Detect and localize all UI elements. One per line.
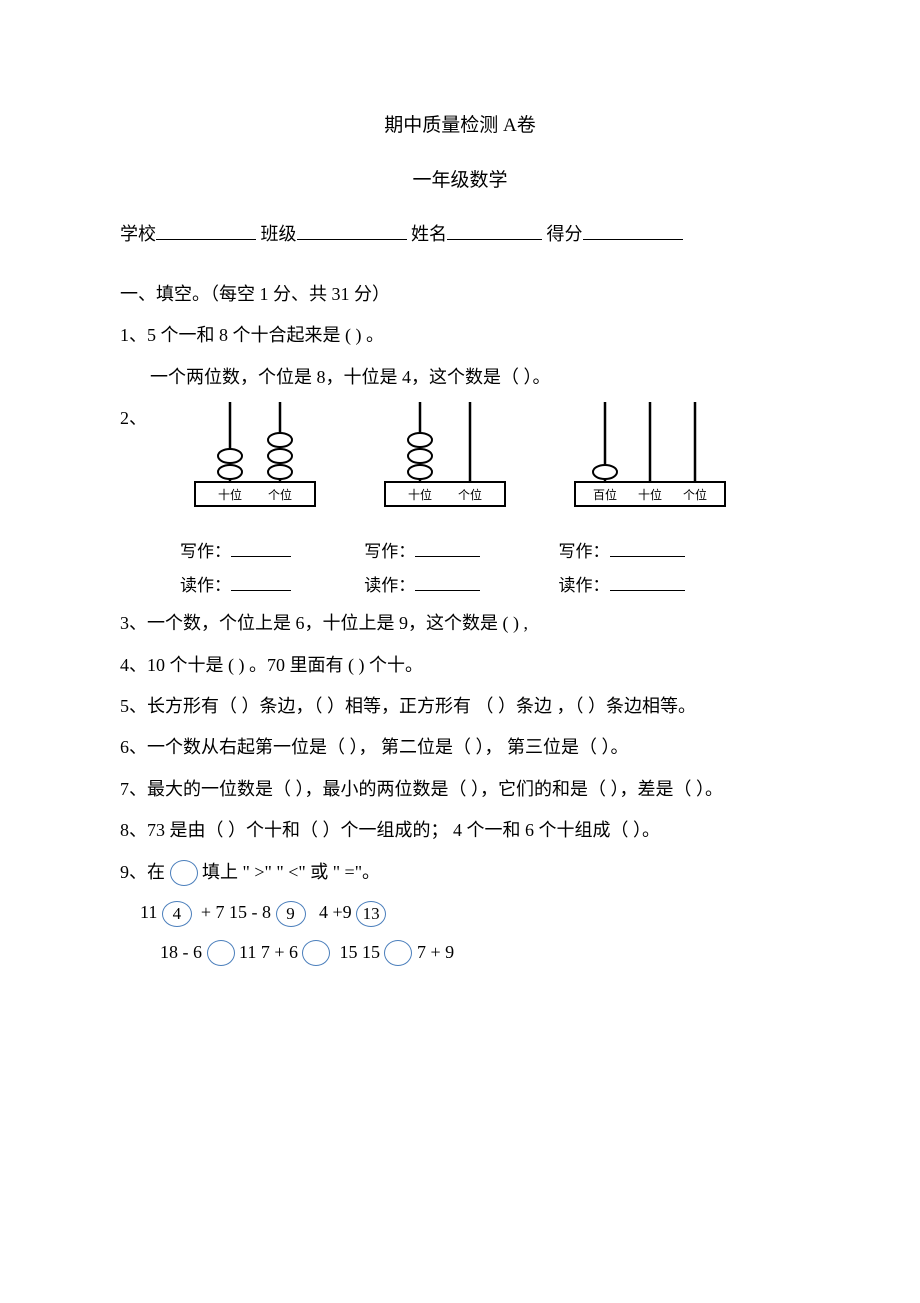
label-school: 学校 (120, 224, 156, 244)
svg-text:十位: 十位 (408, 487, 432, 502)
q8: 8、73 是由（ ）个十和（ ）个一组成的； 4 个一和 6 个十组成（ ）。 (120, 810, 800, 851)
exam-page: 期中质量检测 A卷 一年级数学 学校 班级 姓名 得分 一、填空。（每空 1 分… (0, 0, 920, 1303)
q9-2-d: 7 + 9 (417, 942, 454, 962)
circle-empty-3 (384, 940, 412, 966)
q9-2-b: 11 7 + 6 (239, 942, 298, 962)
q1-line2: 一个两位数，个位是 8，十位是 4，这个数是（ ）。 (150, 357, 800, 398)
q9-2-a: 18 - 6 (160, 942, 202, 962)
section-1-header: 一、填空。（每空 1 分、共 31 分） (120, 274, 800, 315)
abacus-row: 十位 个位 十位 个位 百位 十位 个位 (190, 402, 730, 517)
abacus: 百位 十位 个位 (570, 402, 730, 517)
svg-text:百位: 百位 (593, 487, 617, 502)
q6: 6、一个数从右起第一位是（ ）， 第二位是（ ）， 第三位是（ ）。 (120, 727, 800, 768)
abacus-icon: 十位 个位 (190, 402, 320, 512)
student-info-line: 学校 班级 姓名 得分 (120, 220, 800, 246)
q2-prefix: 2、 (120, 398, 150, 439)
circle-9: 9 (276, 901, 306, 927)
q9-2-c: 15 15 (339, 942, 380, 962)
abacus: 十位 个位 (190, 402, 320, 517)
read-label-2: 读作： (364, 576, 415, 595)
q5: 5、长方形有（ ）条边，（ ）相等，正方形有 （ ）条边 ，（ ）条边相等。 (120, 686, 800, 727)
read-label-1: 读作： (180, 576, 231, 595)
circle-empty-1 (207, 940, 235, 966)
read-row: 读作： 读作： 读作： (180, 569, 800, 603)
q4: 4、10 个十是 ( ) 。70 里面有 ( ) 个十。 (120, 645, 800, 686)
svg-text:个位: 个位 (458, 487, 482, 502)
exam-title: 期中质量检测 A卷 (120, 110, 800, 137)
abacus-icon: 百位 十位 个位 (570, 402, 730, 512)
abacus-icon: 十位 个位 (380, 402, 510, 512)
svg-text:个位: 个位 (683, 487, 707, 502)
q3: 3、一个数，个位上是 6，十位上是 9，这个数是 ( ) , (120, 603, 800, 644)
q9-row-2: 18 - 6 11 7 + 6 15 15 7 + 9 (160, 933, 800, 973)
q9-1-a: 11 (140, 902, 157, 922)
label-class: 班级 (261, 224, 297, 244)
label-name: 姓名 (411, 224, 447, 244)
write-label-2: 写作： (364, 542, 415, 561)
q9-1-c: 4 +9 (319, 902, 352, 922)
circle-13: 13 (356, 901, 386, 927)
q9-header: 9、在 (120, 862, 165, 882)
write-row: 写作： 写作： 写作： (180, 535, 800, 569)
svg-text:个位: 个位 (268, 487, 292, 502)
write-label-3: 写作： (559, 542, 610, 561)
label-score: 得分 (547, 224, 583, 244)
q7: 7、最大的一位数是（ ），最小的两位数是（ ），它们的和是（ ），差是（ ）。 (120, 769, 800, 810)
read-label-3: 读作： (559, 576, 610, 595)
write-label-1: 写作： (180, 542, 231, 561)
q1-line1: 1、5 个一和 8 个十合起来是 ( ) 。 (120, 315, 800, 356)
circle-4: 4 (162, 901, 192, 927)
exam-subtitle: 一年级数学 (120, 165, 800, 192)
circle-empty-2 (302, 940, 330, 966)
circle-icon (170, 860, 198, 886)
q9-tail: 填上 " >" " <" 或 " ="。 (202, 862, 380, 882)
q9-1-b: + 7 15 - 8 (201, 902, 271, 922)
svg-text:十位: 十位 (638, 487, 662, 502)
svg-text:十位: 十位 (218, 487, 242, 502)
q9-row-1: 11 4 + 7 15 - 8 9 4 +9 13 (140, 893, 800, 933)
abacus: 十位 个位 (380, 402, 510, 517)
q9-header-line: 9、在 填上 " >" " <" 或 " ="。 (120, 852, 800, 893)
